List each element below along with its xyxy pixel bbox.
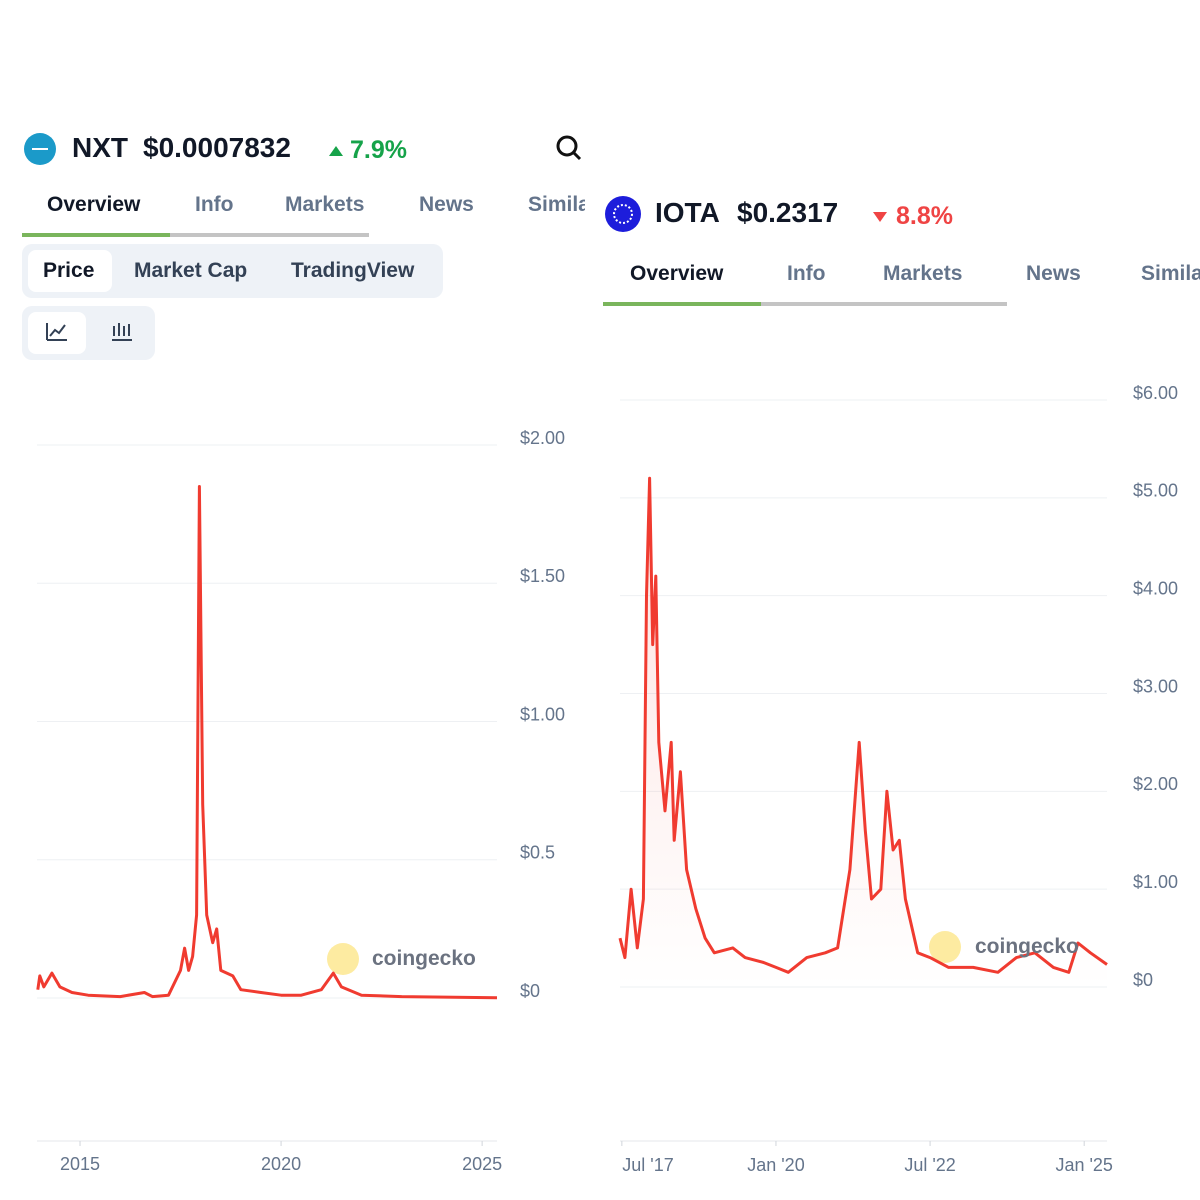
watermark-logo [327,943,359,975]
coin-symbol: IOTA [655,197,720,228]
coin-icon-mark [613,204,633,224]
coin-price: $0.0007832 [143,132,291,163]
x-tick-label: Jan '25 [1055,1155,1112,1175]
tab-active-underline [22,233,170,237]
tab[interactable]: Info [787,262,826,285]
area [620,478,1107,987]
chart-tab[interactable]: Market Cap [134,259,248,282]
up-arrow [329,146,343,156]
search-icon-handle [571,150,582,161]
x-tick-label: 2020 [261,1154,301,1174]
tab[interactable]: Info [195,193,234,216]
chart-tab-active [28,250,112,292]
y-tick-label: $0 [1133,970,1153,990]
price-change: 8.8% [896,202,953,230]
y-tick-label: $2.00 [1133,774,1178,794]
y-tick-label: $6.00 [1133,383,1178,403]
y-tick-label: $3.00 [1133,676,1178,696]
chart-tab[interactable]: Price [43,259,95,282]
search-icon[interactable] [556,135,578,157]
y-tick-label: $4.00 [1133,578,1178,598]
y-tick-label: $1.00 [520,704,565,724]
x-tick-label: 2015 [60,1154,100,1174]
down-arrow [873,212,887,222]
watermark: coingecko [372,947,476,970]
y-tick-label: $0.5 [520,843,555,863]
y-tick-label: $1.50 [520,566,565,586]
tab[interactable]: News [1026,262,1081,285]
x-tick-label: 2025 [462,1154,502,1174]
chart-tab[interactable]: TradingView [291,259,415,282]
tab-underline [603,302,1007,306]
tab[interactable]: Similar [1141,262,1200,285]
price-line [36,485,498,1000]
tab-underline [22,233,369,237]
y-tick-label: $2.00 [520,428,565,448]
y-tick-label: $0 [520,981,540,1001]
price-line [618,476,1108,974]
coin-price: $0.2317 [737,197,839,228]
price-change: 7.9% [350,136,407,164]
tab[interactable]: Markets [883,262,963,285]
tab[interactable]: Similar [528,193,585,216]
tab[interactable]: News [419,193,474,216]
candle-icon[interactable] [112,323,132,341]
y-tick-label: $5.00 [1133,481,1178,501]
x-tick-label: Jul '22 [904,1155,955,1175]
coin-icon [605,196,641,232]
x-tick-label: Jul '17 [622,1155,673,1175]
tab[interactable]: Overview [47,193,141,216]
line-icon [46,323,67,341]
x-tick-label: Jan '20 [747,1155,804,1175]
tab[interactable]: Markets [285,193,365,216]
watermark-logo [929,931,961,963]
y-tick-label: $1.00 [1133,872,1178,892]
tab[interactable]: Overview [630,262,724,285]
coin-symbol: NXT [72,132,128,163]
watermark: coingecko [975,935,1079,958]
tab-active-underline [603,302,761,306]
chart-tab-bar [22,244,443,298]
line-style-button[interactable] [28,312,86,354]
